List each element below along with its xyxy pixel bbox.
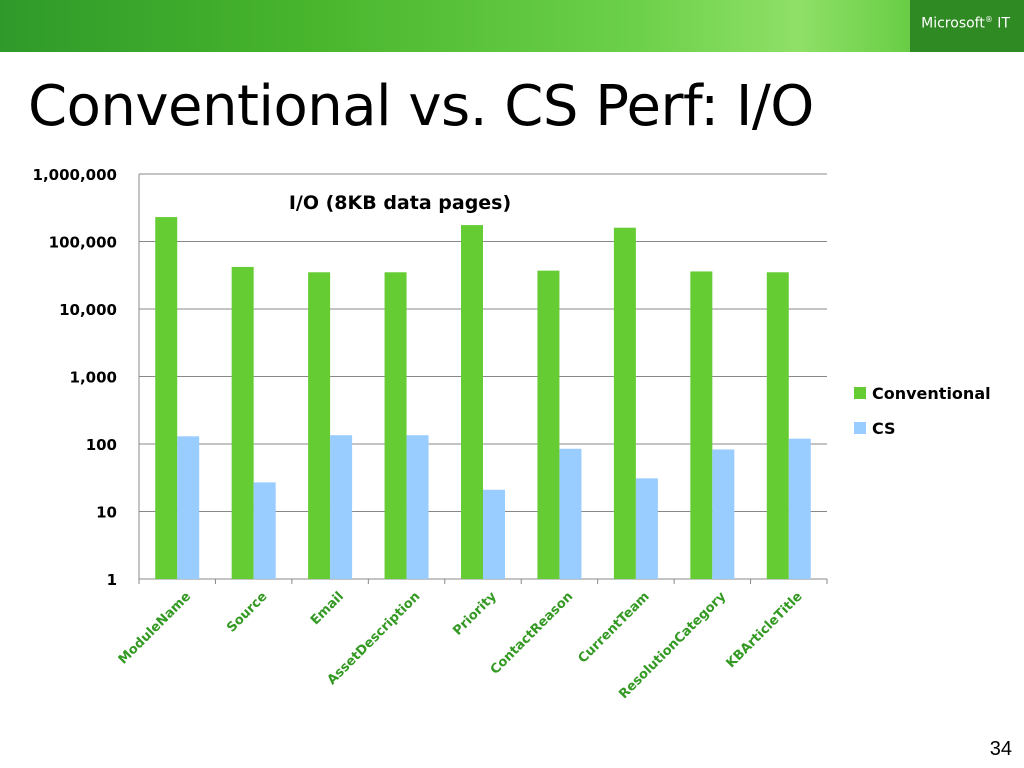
x-category-label: Source bbox=[224, 589, 270, 635]
x-category-label: ModuleName bbox=[116, 589, 194, 667]
bar-conventional bbox=[384, 272, 407, 579]
slide-title: Conventional vs. CS Perf: I/O bbox=[28, 74, 814, 139]
y-tick-label: 10 bbox=[96, 504, 117, 522]
x-category-label: CurrentTeam bbox=[576, 589, 653, 666]
page-number: 34 bbox=[989, 738, 1012, 760]
bar-cs bbox=[635, 478, 658, 579]
y-tick-label: 1,000,000 bbox=[33, 166, 117, 184]
bar-conventional bbox=[613, 227, 636, 579]
x-category-label: ContactReason bbox=[488, 589, 577, 678]
legend-swatch bbox=[854, 387, 866, 399]
bar-cs bbox=[712, 449, 735, 579]
legend-label: CS bbox=[872, 419, 896, 438]
chart-title: I/O (8KB data pages) bbox=[289, 192, 511, 214]
brand-suffix: IT bbox=[992, 15, 1010, 32]
y-tick-label: 1 bbox=[107, 571, 117, 589]
y-tick-label: 100 bbox=[86, 436, 117, 454]
brand-name: Microsoft bbox=[921, 15, 985, 32]
bar-conventional bbox=[231, 266, 254, 579]
bar-conventional bbox=[690, 271, 713, 579]
y-tick-label: 10,000 bbox=[59, 301, 117, 319]
bar-cs bbox=[177, 436, 200, 579]
bar-cs bbox=[406, 435, 429, 579]
bar-cs bbox=[253, 482, 276, 579]
bar-cs bbox=[788, 438, 811, 579]
bar-conventional bbox=[308, 272, 331, 579]
bar-cs bbox=[559, 448, 582, 579]
bar-conventional bbox=[461, 225, 483, 580]
bar-conventional bbox=[537, 270, 560, 579]
bar-cs bbox=[330, 435, 353, 579]
x-category-label: KBArticleTitle bbox=[724, 589, 806, 671]
y-tick-label: 1,000 bbox=[70, 369, 117, 387]
x-category-label: Priority bbox=[450, 589, 500, 639]
bar-conventional bbox=[766, 272, 789, 579]
header-band bbox=[0, 0, 1024, 52]
microsoft-it-logo: Microsoft® IT bbox=[921, 15, 1010, 32]
brand-box bbox=[910, 0, 1024, 52]
legend-swatch bbox=[854, 422, 866, 434]
registered-mark: ® bbox=[984, 15, 993, 24]
y-tick-label: 100,000 bbox=[49, 234, 117, 252]
legend-label: Conventional bbox=[872, 384, 991, 403]
bar-conventional bbox=[155, 217, 178, 579]
bar-cs bbox=[483, 489, 505, 579]
x-category-label: Email bbox=[308, 589, 347, 628]
